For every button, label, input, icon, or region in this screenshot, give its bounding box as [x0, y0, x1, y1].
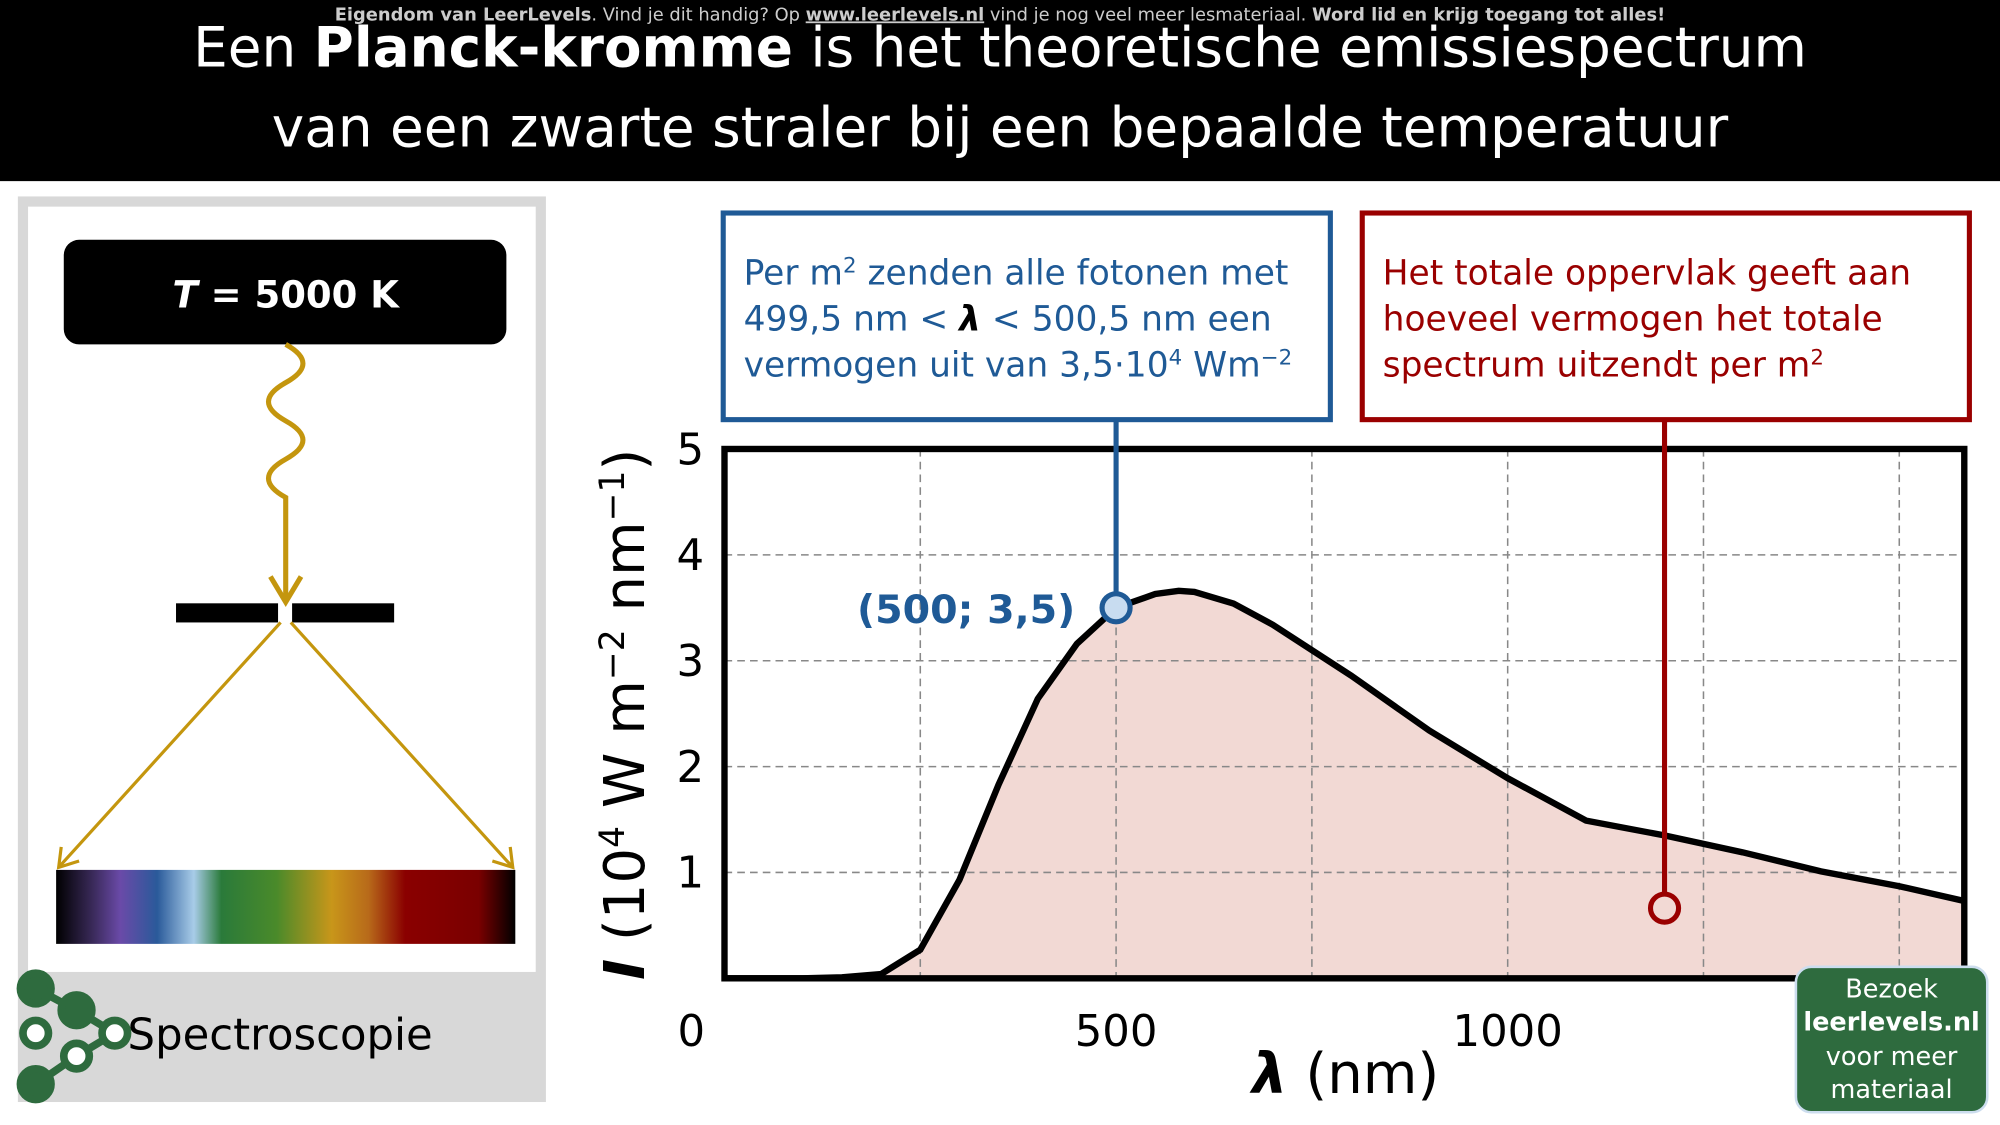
- light-wave: [266, 342, 306, 597]
- temperature-label: T = 5000 K: [173, 273, 401, 316]
- y-axis-label-part: (10: [593, 848, 658, 959]
- slit: [292, 603, 395, 623]
- y-tick-label: 3: [676, 637, 704, 687]
- y-axis-label-part: ): [593, 449, 658, 471]
- diffraction-ray: [57, 621, 514, 869]
- y-axis-label-part: I: [593, 959, 658, 980]
- y-axis-label: I (104 W m−2 nm−1): [593, 449, 658, 980]
- button-text[interactable]: leerlevels.nl: [1803, 1008, 1979, 1038]
- arrow-head: [268, 575, 304, 607]
- arrow-head: [56, 846, 515, 870]
- y-tick-label: 5: [676, 425, 704, 475]
- button-text[interactable]: voor meer: [1826, 1042, 1958, 1072]
- y-axis-label-part: −1: [593, 471, 633, 522]
- logo: [16, 969, 132, 1104]
- button-text[interactable]: Bezoek: [1845, 974, 1938, 1004]
- x-tick-label: 0: [678, 1007, 706, 1057]
- highlight-label: (500; 3,5): [857, 587, 1075, 633]
- title-line: van een zwarte straler bij een bepaalde …: [272, 96, 1729, 160]
- curve: [724, 587, 1965, 982]
- y-tick-label: 2: [676, 743, 704, 793]
- callout-line: vermogen uit van 3,5·104 Wm−2: [744, 345, 1293, 386]
- callout-line: spectrum uitzendt per m2: [1383, 345, 1824, 386]
- temperature-box: [63, 239, 507, 345]
- area-marker: [1647, 891, 1682, 925]
- spectrum: [56, 869, 516, 944]
- y-axis-label-part: nm: [593, 521, 658, 629]
- red-callout: [1359, 210, 1972, 423]
- button-text[interactable]: materiaal: [1831, 1075, 1953, 1105]
- x-axis-label: λ (nm): [1249, 1042, 1439, 1107]
- header-bar: [0, 0, 2000, 182]
- title-line: Een Planck-kromme is het theoretische em…: [193, 15, 1807, 79]
- area: [724, 590, 1965, 979]
- plot-frame: [721, 445, 1968, 982]
- y-tick-label: 4: [676, 531, 704, 581]
- callout-line: Het totale oppervlak geeft aan: [1383, 253, 1911, 293]
- blue-callout: [720, 210, 1333, 423]
- panel-label: Spectroscopie: [128, 1011, 433, 1061]
- callout-line: Per m2 zenden alle fotonen met: [744, 253, 1289, 294]
- callout-line: 499,5 nm < λ < 500,5 nm een: [744, 299, 1272, 339]
- x-tick-label: 1000: [1453, 1007, 1563, 1057]
- callout-line: hoeveel vermogen het totale: [1383, 299, 1883, 339]
- x-axis-label-part: (nm): [1287, 1042, 1439, 1107]
- blue-callout-text: Per m2 zenden alle fotonen met 499,5 nm …: [744, 253, 1293, 385]
- slit: [176, 603, 279, 623]
- y-axis-label-part: W m: [593, 680, 658, 826]
- x-tick-label: 500: [1075, 1007, 1158, 1057]
- left-panel: [17, 196, 546, 1103]
- y-axis-label-part: −2: [593, 629, 633, 680]
- highlight-point: [1099, 591, 1133, 625]
- watermark: Eigendom van LeerLevels. Vind je dit han…: [335, 4, 1666, 25]
- y-axis-label-part: 4: [593, 826, 633, 848]
- y-tick-label: 1: [676, 849, 704, 899]
- visit-button[interactable]: [1794, 965, 1989, 1114]
- x-axis-label-part: λ: [1249, 1042, 1288, 1107]
